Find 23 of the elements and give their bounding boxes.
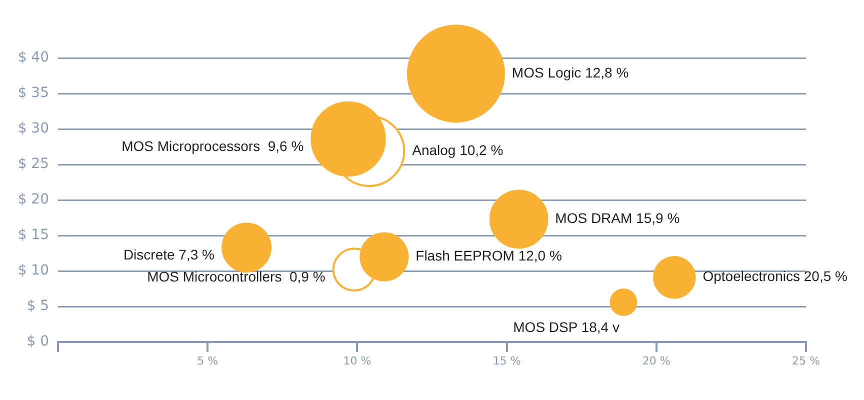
- y-tick-label: $ 40: [18, 50, 49, 66]
- series-label: Flash EEPROM 12,0 %: [416, 248, 562, 264]
- x-tick-label: 10 %: [343, 354, 372, 368]
- series-label: MOS Logic 12,8 %: [512, 64, 629, 80]
- series-label: Optoelectronics 20,5 %: [702, 268, 848, 284]
- y-tick-label: $ 35: [18, 85, 49, 102]
- y-tick-label: $ 25: [18, 156, 49, 172]
- series-label: MOS Microcontrollers 0,9 %: [147, 268, 326, 284]
- y-tick-label: $ 15: [18, 227, 49, 244]
- y-tick-label: $ 5: [26, 298, 49, 314]
- series-label: Analog 10,2 %: [412, 142, 504, 158]
- x-tick-label: 20 %: [642, 354, 670, 368]
- series-label: Discrete 7,3 %: [123, 246, 214, 262]
- y-tick-label: $ 20: [18, 192, 49, 208]
- x-tick-label: 25 %: [792, 354, 820, 368]
- x-tick-label: 5 %: [197, 354, 218, 368]
- y-tick-label: $ 30: [18, 120, 49, 137]
- y-tick-label: $ 10: [18, 262, 49, 279]
- series-label: MOS Microprocessors 9,6 %: [122, 138, 304, 154]
- y-tick-label: $ 0: [26, 334, 49, 350]
- series-label: MOS DSP 18,4 v: [513, 318, 620, 335]
- x-tick-label: 15 %: [492, 354, 521, 368]
- series-label: MOS DRAM 15,9 %: [555, 210, 680, 226]
